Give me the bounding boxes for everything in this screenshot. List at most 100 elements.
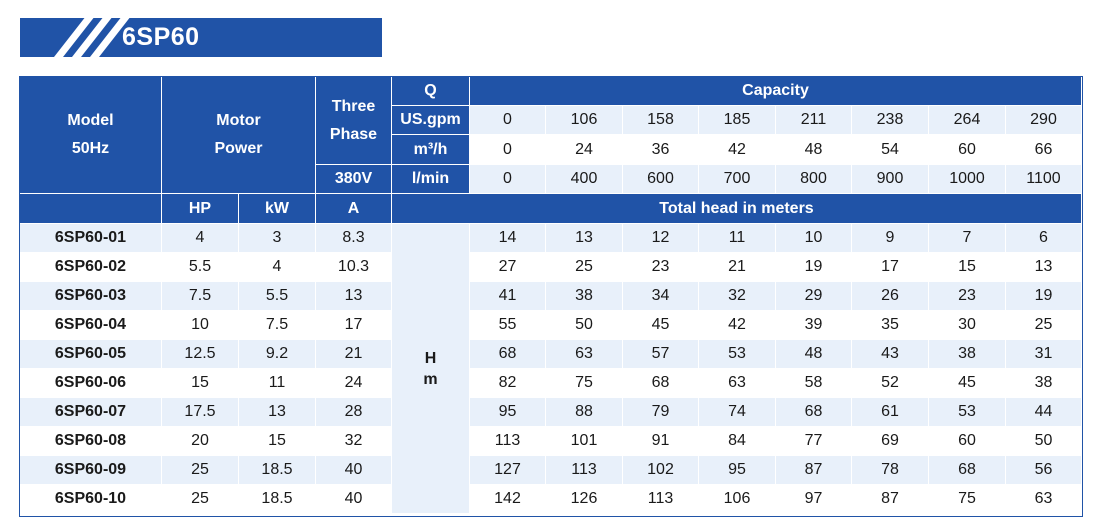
head-value: 69 [852, 427, 929, 456]
head-value: 63 [1006, 485, 1082, 514]
q-header: Q [392, 77, 470, 106]
head-value: 95 [699, 456, 776, 485]
amp-value: 10.3 [316, 253, 392, 282]
capacity-lmin-value: 0 [470, 165, 546, 194]
head-value: 23 [623, 253, 699, 282]
head-value: 44 [1006, 398, 1082, 427]
head-value: 113 [470, 427, 546, 456]
model-name-cell: 6SP60-01 [20, 224, 162, 253]
head-value: 91 [623, 427, 699, 456]
amp-value: 24 [316, 369, 392, 398]
capacity-m3h-value: 0 [470, 135, 546, 165]
model-name-cell: 6SP60-07 [20, 398, 162, 427]
head-value: 43 [852, 340, 929, 369]
capacity-m3h-value: 36 [623, 135, 699, 165]
hp-value: 17.5 [162, 398, 239, 427]
capacity-usgpm-value: 290 [1006, 106, 1082, 135]
hp-value: 10 [162, 311, 239, 340]
capacity-usgpm-value: 211 [776, 106, 852, 135]
head-value: 26 [852, 282, 929, 311]
amp-value: 32 [316, 427, 392, 456]
head-value: 95 [470, 398, 546, 427]
page-title: 6SP60 [122, 23, 200, 51]
head-value: 63 [699, 369, 776, 398]
head-value: 39 [776, 311, 852, 340]
model-name-cell: 6SP60-02 [20, 253, 162, 282]
total-head-header: Total head in meters [392, 194, 1082, 224]
head-value: 58 [776, 369, 852, 398]
amp-header: A [316, 194, 392, 224]
capacity-usgpm-value: 264 [929, 106, 1006, 135]
head-value: 27 [470, 253, 546, 282]
head-value: 13 [1006, 253, 1082, 282]
head-value: 88 [546, 398, 623, 427]
capacity-m3h-value: 24 [546, 135, 623, 165]
head-value: 38 [546, 282, 623, 311]
kw-value: 18.5 [239, 456, 316, 485]
amp-value: 28 [316, 398, 392, 427]
head-value: 56 [1006, 456, 1082, 485]
head-value: 38 [1006, 369, 1082, 398]
phase-header-line2: Phase [329, 125, 378, 143]
hp-value: 20 [162, 427, 239, 456]
head-value: 38 [929, 340, 1006, 369]
head-value: 55 [470, 311, 546, 340]
kw-value: 15 [239, 427, 316, 456]
model-name-cell: 6SP60-06 [20, 369, 162, 398]
capacity-m3h-value: 60 [929, 135, 1006, 165]
unit-lmin: l/min [392, 165, 470, 194]
spec-table: Model 50Hz Motor Power Three Phase 380V Q US.gpm… [19, 76, 1083, 517]
three-phase-header: Three Phase [316, 77, 392, 165]
capacity-lmin-value: 1100 [1006, 165, 1082, 194]
head-value: 87 [776, 456, 852, 485]
head-value: 30 [929, 311, 1006, 340]
head-value: 7 [929, 224, 1006, 253]
unit-m3h: m³/h [392, 135, 470, 165]
head-value: 17 [852, 253, 929, 282]
capacity-usgpm-value: 185 [699, 106, 776, 135]
head-value: 113 [623, 485, 699, 514]
motor-header-line1: Motor [216, 112, 261, 129]
capacity-usgpm-value: 158 [623, 106, 699, 135]
kw-value: 5.5 [239, 282, 316, 311]
head-value: 102 [623, 456, 699, 485]
kw-value: 7.5 [239, 311, 316, 340]
capacity-usgpm-value: 0 [470, 106, 546, 135]
head-value: 15 [929, 253, 1006, 282]
head-value: 127 [470, 456, 546, 485]
head-value: 74 [699, 398, 776, 427]
amp-value: 40 [316, 485, 392, 514]
head-value: 126 [546, 485, 623, 514]
model-header: Model 50Hz [20, 77, 162, 194]
head-value: 113 [546, 456, 623, 485]
capacity-m3h-value: 42 [699, 135, 776, 165]
capacity-header: Capacity [470, 77, 1082, 106]
amp-value: 13 [316, 282, 392, 311]
head-value: 78 [852, 456, 929, 485]
head-value: 42 [699, 311, 776, 340]
unit-usgpm: US.gpm [392, 106, 470, 135]
head-value: 50 [1006, 427, 1082, 456]
head-value: 25 [1006, 311, 1082, 340]
motor-power-header: Motor Power [162, 77, 316, 194]
kw-value: 13 [239, 398, 316, 427]
head-value: 60 [929, 427, 1006, 456]
head-value: 57 [623, 340, 699, 369]
head-value: 45 [623, 311, 699, 340]
head-value: 53 [699, 340, 776, 369]
head-value: 101 [546, 427, 623, 456]
capacity-m3h-value: 54 [852, 135, 929, 165]
head-value: 45 [929, 369, 1006, 398]
head-value: 6 [1006, 224, 1082, 253]
head-value: 68 [623, 369, 699, 398]
head-value: 19 [1006, 282, 1082, 311]
capacity-usgpm-value: 238 [852, 106, 929, 135]
model-name-cell: 6SP60-09 [20, 456, 162, 485]
model-name-cell: 6SP60-05 [20, 340, 162, 369]
head-value: 63 [546, 340, 623, 369]
capacity-lmin-value: 400 [546, 165, 623, 194]
kw-value: 3 [239, 224, 316, 253]
kw-header: kW [239, 194, 316, 224]
head-value: 48 [776, 340, 852, 369]
model-name-cell: 6SP60-10 [20, 485, 162, 514]
